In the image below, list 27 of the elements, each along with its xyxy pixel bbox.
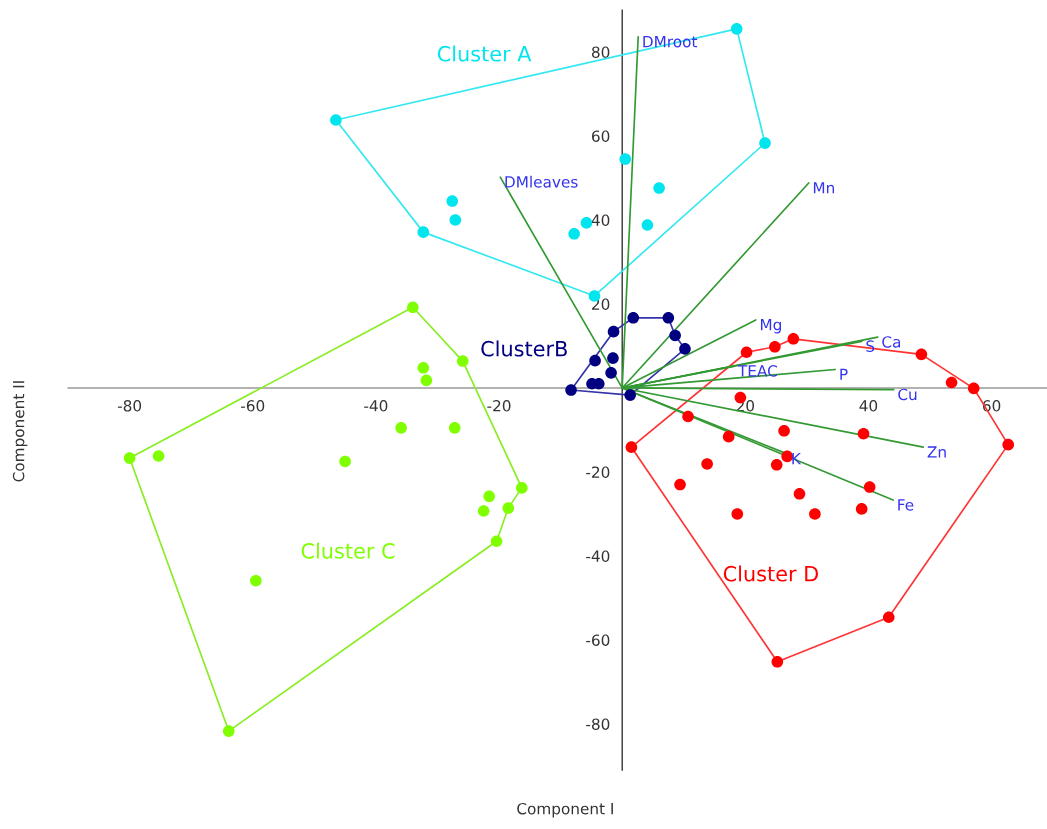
series-label: DMleaves bbox=[505, 175, 578, 188]
y-tick-label: -20 bbox=[586, 466, 610, 478]
y-tick-label: -60 bbox=[586, 634, 610, 646]
y-tick-label: 60 bbox=[592, 130, 610, 142]
x-tick-label: -80 bbox=[117, 400, 142, 412]
series-label: Mg bbox=[760, 319, 781, 334]
x-tick-label: -20 bbox=[487, 400, 511, 412]
y-axis-title: Component II bbox=[12, 381, 28, 482]
text: Cluster C bbox=[301, 542, 395, 559]
series-label: P bbox=[840, 368, 848, 380]
series-label: Ca bbox=[882, 336, 901, 348]
x-tick-label: -60 bbox=[241, 400, 265, 412]
text: Cluster D bbox=[723, 565, 819, 582]
series-label: Mn bbox=[813, 182, 834, 194]
series-label: ClusterB bbox=[481, 340, 567, 357]
series-label: Fe bbox=[898, 499, 914, 511]
y-tick-label: -40 bbox=[586, 550, 610, 562]
series-label: Cu bbox=[898, 388, 917, 401]
y-tick-label: 80 bbox=[591, 46, 610, 58]
x-tick-label: 40 bbox=[859, 400, 878, 412]
text: Cluster A bbox=[437, 45, 532, 62]
x-tick-label: -40 bbox=[364, 400, 388, 412]
series-label: TEAC bbox=[737, 365, 777, 377]
y-tick-label: -80 bbox=[586, 718, 610, 730]
x-axis-title: Component I bbox=[517, 802, 613, 818]
y-tick-label: 40 bbox=[591, 214, 610, 226]
series-label: Zn bbox=[927, 446, 946, 458]
